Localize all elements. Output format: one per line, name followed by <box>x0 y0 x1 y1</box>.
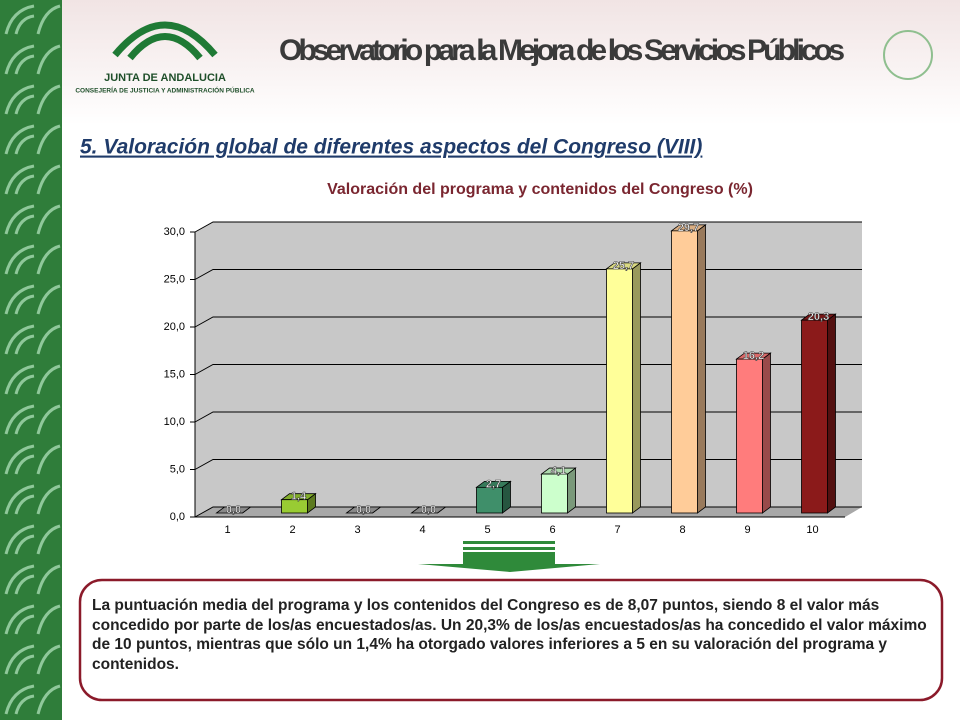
bar-top <box>215 506 252 514</box>
left-strip <box>0 0 62 720</box>
value-label: 0,0 <box>226 504 241 516</box>
x-tick-label: 1 <box>224 524 230 536</box>
header-title: Observatorio para la Mejora de los Servi… <box>279 34 845 67</box>
value-label: 0,0 <box>356 504 371 516</box>
value-label: 20,3 <box>808 311 829 323</box>
bar <box>606 268 633 514</box>
bar <box>541 473 568 514</box>
y-tick-label: 15,0 <box>164 368 185 380</box>
value-label: 25,7 <box>613 260 634 272</box>
y-tick-label: 25,0 <box>164 273 185 285</box>
value-label: 29,7 <box>678 222 699 234</box>
x-tick-label: 4 <box>419 524 425 536</box>
grid-line <box>194 316 862 328</box>
bar-top <box>410 506 447 514</box>
logo <box>112 21 218 61</box>
emblem <box>883 30 933 80</box>
grid-line <box>194 269 862 280</box>
x-tick-label: 7 <box>614 524 620 536</box>
x-tick-label: 2 <box>289 524 295 536</box>
bar <box>476 486 503 514</box>
y-tick-label: 20,0 <box>164 321 185 333</box>
slide-title: 5. Valoración global de diferentes aspec… <box>80 136 702 159</box>
y-tick-label: 0,0 <box>170 511 185 523</box>
x-tick-label: 9 <box>744 524 750 536</box>
dept-name: CONSEJERÍA DE JUSTICIA Y ADMINISTRACIÓN … <box>75 86 255 95</box>
bar-side <box>697 224 706 514</box>
y-tick-label: 5,0 <box>170 463 185 475</box>
summary-box <box>78 578 944 702</box>
arrow-line <box>463 541 555 544</box>
grid-line <box>194 506 862 518</box>
bar-side <box>762 352 771 514</box>
value-label: 2,7 <box>486 478 501 490</box>
x-tick-label: 8 <box>679 524 685 536</box>
header-bg <box>62 0 960 125</box>
bar-top <box>345 506 382 514</box>
value-label: 1,4 <box>291 491 307 503</box>
bar <box>281 499 308 514</box>
bar <box>671 230 698 514</box>
summary-text: La puntuación media del programa y los c… <box>92 597 927 673</box>
arrow-body <box>463 552 555 564</box>
grid-line <box>194 221 862 233</box>
bar <box>736 358 763 514</box>
value-label: 4,1 <box>551 465 566 477</box>
grid-line <box>194 364 862 375</box>
x-tick-label: 5 <box>484 524 490 536</box>
bar <box>801 319 828 514</box>
arrow-head <box>418 564 600 572</box>
bar-side <box>567 467 576 514</box>
y-tick-label: 10,0 <box>164 416 185 428</box>
bar-side <box>827 313 836 514</box>
grid-line <box>194 411 862 423</box>
x-tick-label: 10 <box>806 524 818 536</box>
y-tick-label: 30,0 <box>164 226 185 238</box>
chart-title: Valoración del programa y contenidos del… <box>327 181 753 198</box>
x-tick-label: 3 <box>354 524 360 536</box>
value-label: 0,0 <box>421 504 436 516</box>
arrow-line <box>463 547 555 550</box>
grid-line <box>194 459 862 470</box>
bar-side <box>632 262 641 514</box>
value-label: 16,2 <box>743 350 764 362</box>
org-name: JUNTA DE ANDALUCIA <box>104 72 226 84</box>
x-tick-label: 6 <box>549 524 555 536</box>
